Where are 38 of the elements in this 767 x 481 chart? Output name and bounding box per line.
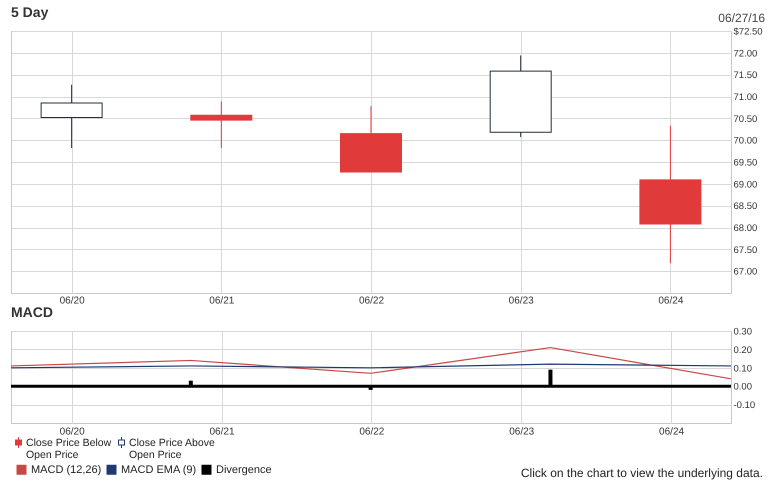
x-tick-label: 06/22 bbox=[358, 296, 384, 306]
text: Close Price Below Open Price bbox=[26, 437, 112, 461]
x-tick-label: 06/21 bbox=[209, 296, 235, 306]
y-tick-label: 67.00 bbox=[734, 266, 758, 278]
text: Click on the chart to view the underlying data. bbox=[520, 466, 763, 480]
text: 06/27/16 bbox=[718, 11, 765, 25]
y-tick-label: 0.20 bbox=[734, 344, 752, 356]
y-tick-label: 69.00 bbox=[734, 179, 758, 190]
y-tick-label: 0.00 bbox=[734, 382, 752, 393]
y-tick-label: 0.30 bbox=[734, 326, 752, 338]
y-tick-label: 72.00 bbox=[734, 48, 758, 60]
legend-label: Divergence bbox=[216, 464, 272, 476]
x-tick-label: 06/22 bbox=[359, 426, 385, 438]
y-tick-label: 71.00 bbox=[734, 92, 758, 103]
x-tick-label: 06/23 bbox=[509, 426, 535, 438]
x-tick-label: 06/23 bbox=[508, 296, 534, 306]
x-tick-label: 06/20 bbox=[60, 296, 86, 306]
x-tick-label: 06/21 bbox=[210, 426, 235, 438]
chart-title: 5 Day bbox=[11, 4, 49, 20]
y-tick-label: 70.50 bbox=[734, 114, 758, 125]
y-tick-label: $72.50 bbox=[734, 26, 763, 38]
legend-label: MACD EMA (9) bbox=[121, 464, 196, 476]
candlestick bbox=[190, 100, 252, 149]
y-tick-label: 68.00 bbox=[734, 223, 758, 234]
chart-title: MACD bbox=[11, 304, 53, 320]
y-tick-label: -0.10 bbox=[734, 400, 756, 412]
line-series bbox=[10, 346, 732, 380]
y-tick-label: 68.50 bbox=[734, 201, 758, 212]
text: Close Price Above Open Price bbox=[129, 437, 215, 461]
x-tick-label: 06/24 bbox=[658, 296, 684, 306]
x-tick-label: 06/24 bbox=[659, 426, 685, 438]
y-tick-label: 67.50 bbox=[734, 244, 758, 256]
y-tick-label: 0.10 bbox=[734, 363, 752, 374]
legend-label: MACD (12,26) bbox=[31, 464, 102, 476]
y-tick-label: 69.50 bbox=[734, 158, 758, 168]
x-tick-label: 06/20 bbox=[60, 426, 86, 438]
y-tick-label: 70.00 bbox=[734, 136, 758, 147]
y-tick-label: 71.50 bbox=[734, 70, 758, 82]
